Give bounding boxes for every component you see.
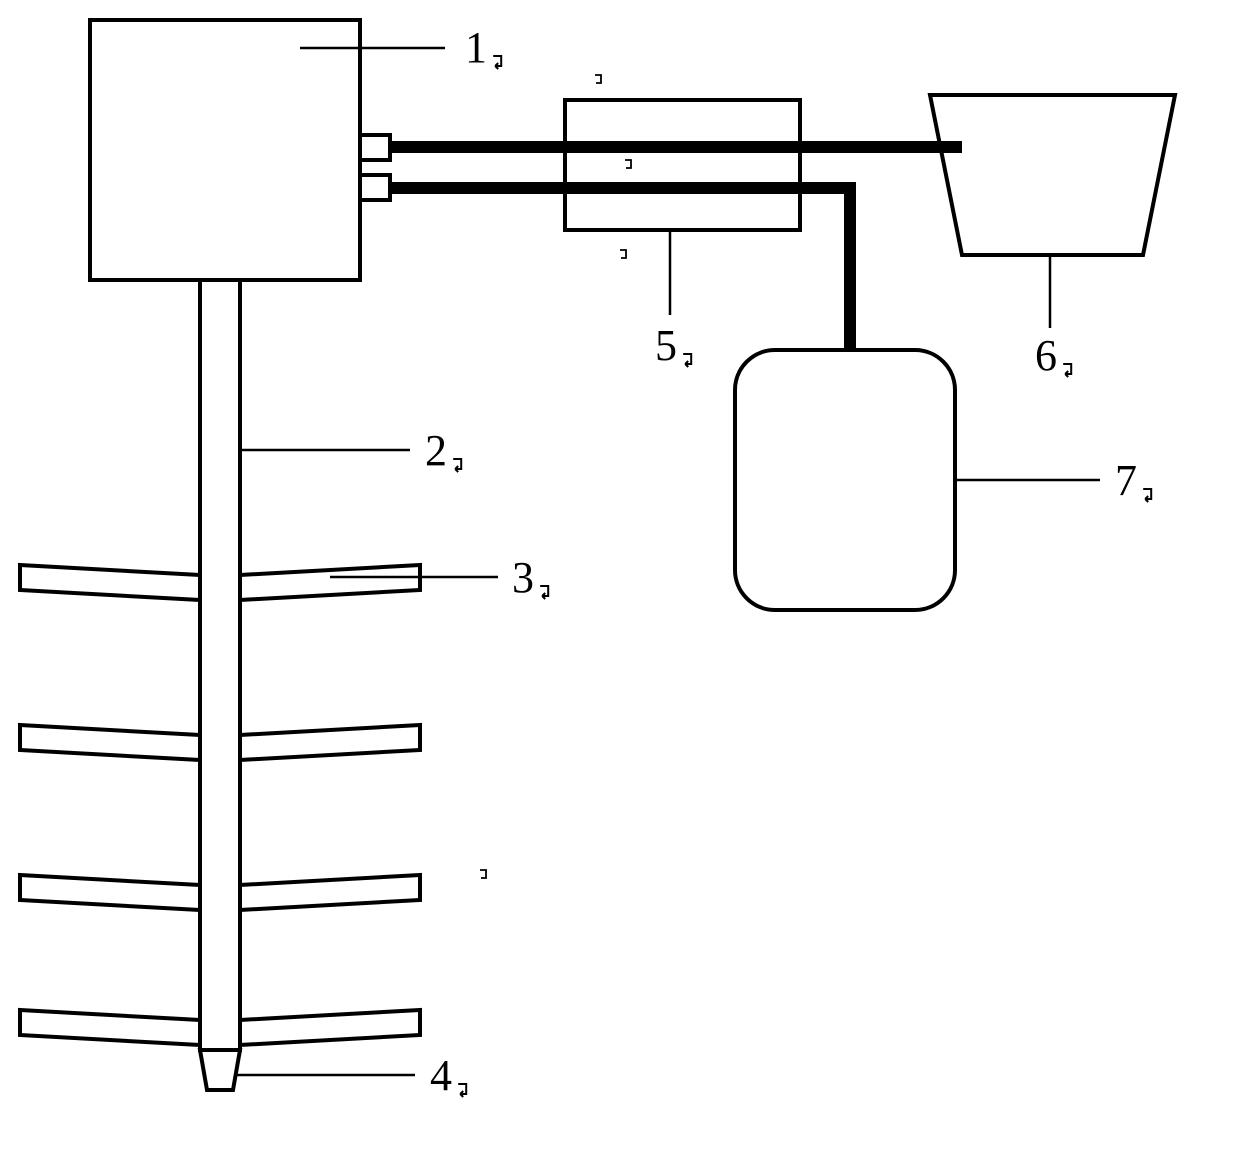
label-1: 1 — [465, 23, 487, 72]
blade-right-3 — [240, 1010, 420, 1045]
drill-tip — [200, 1050, 240, 1090]
blade-right-0 — [240, 565, 420, 600]
label-2: 2 — [425, 426, 447, 475]
label-5-mark — [683, 354, 691, 367]
port-bottom — [360, 175, 390, 200]
shaft — [200, 280, 240, 1050]
port-top — [360, 135, 390, 160]
label-6: 6 — [1035, 331, 1057, 380]
stray-mark-2 — [620, 250, 626, 258]
box-6-hopper — [930, 95, 1175, 255]
label-4: 4 — [430, 1051, 452, 1100]
blade-right-2 — [240, 875, 420, 910]
label-3: 3 — [512, 553, 534, 602]
stray-mark-3 — [480, 870, 486, 878]
label-2-mark — [453, 459, 461, 472]
label-7: 7 — [1115, 456, 1137, 505]
label-7-mark — [1143, 489, 1151, 502]
blade-right-1 — [240, 725, 420, 760]
blade-left-3 — [20, 1010, 200, 1045]
blade-left-2 — [20, 875, 200, 910]
box-1-power-head — [90, 20, 360, 280]
blade-left-1 — [20, 725, 200, 760]
label-1-mark — [493, 56, 501, 69]
label-5: 5 — [655, 321, 677, 370]
stray-mark-1 — [625, 160, 631, 168]
label-6-mark — [1063, 364, 1071, 377]
label-4-mark — [458, 1084, 466, 1097]
pipe-bottom — [390, 188, 850, 350]
box-7-tank — [735, 350, 955, 610]
label-3-mark — [540, 586, 548, 599]
stray-mark-0 — [595, 75, 601, 83]
box-5 — [565, 100, 800, 230]
blade-left-0 — [20, 565, 200, 600]
